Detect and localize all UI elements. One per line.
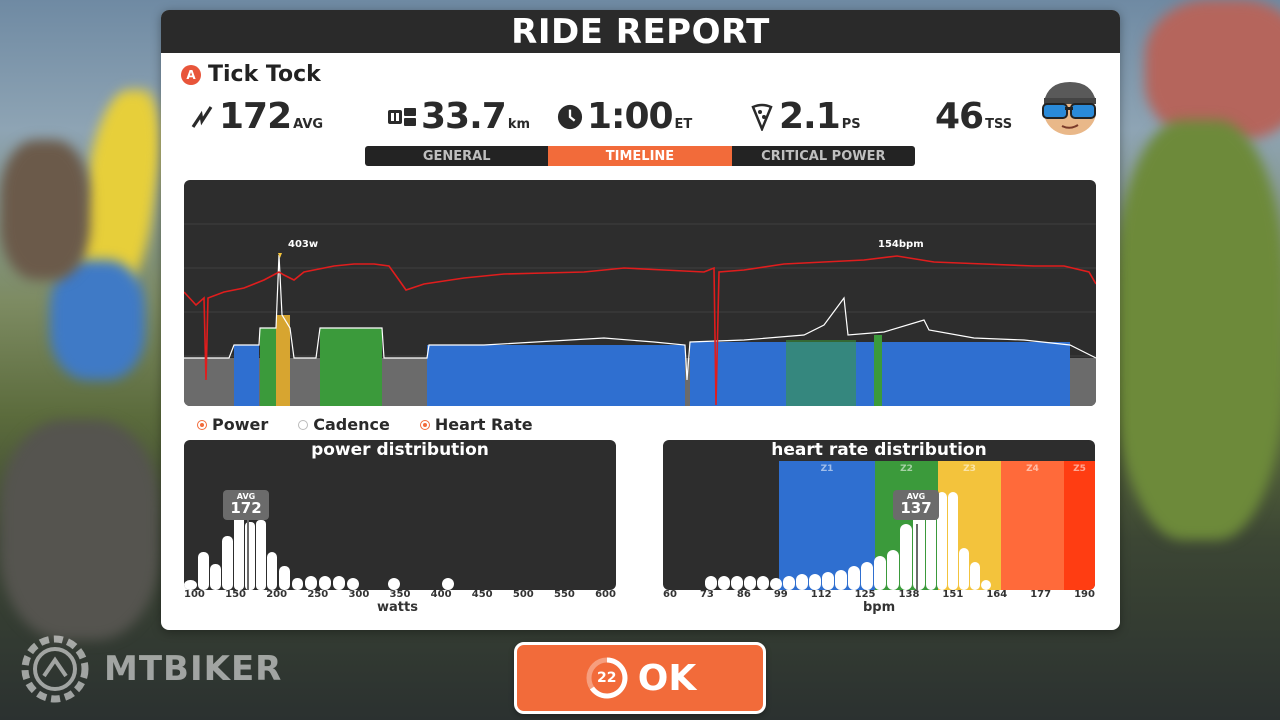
power-axis-ticks: 100 150 200 250 300 350 400 450 500 550 … — [184, 589, 616, 600]
tick: 138 — [898, 589, 920, 600]
pizza-slice-icon — [749, 102, 775, 132]
rider-avatar — [1034, 78, 1100, 136]
power-distribution-chart: power distribution — [184, 440, 616, 590]
zone-label: Z2 — [900, 464, 913, 474]
tick: 600 — [595, 589, 616, 600]
legend-cadence-label: Cadence — [313, 415, 390, 434]
odometer-icon — [387, 102, 417, 132]
power-axis-label: watts — [377, 600, 418, 615]
countdown-value: 22 — [597, 670, 617, 686]
power-distribution-title: power distribution — [311, 440, 489, 460]
timeline-chart[interactable]: 403w 154bpm — [184, 180, 1096, 406]
clock-icon — [557, 102, 583, 132]
watermark-text: MTBIKER — [104, 649, 283, 689]
report-tabs: GENERAL TIMELINE CRITICAL POWER — [365, 146, 915, 166]
stat-time-unit: ET — [674, 117, 693, 132]
tick: 250 — [307, 589, 329, 600]
tab-timeline[interactable]: TIMELINE — [548, 146, 732, 166]
tick: 300 — [348, 589, 370, 600]
hr-distribution-title: heart rate distribution — [771, 440, 987, 460]
power-avg-value: 172 — [230, 499, 262, 517]
stat-tss-value: 46 — [935, 96, 984, 137]
legend-heart-rate-label: Heart Rate — [434, 415, 533, 434]
cadence-toggle-radio[interactable] — [298, 419, 309, 430]
tick: 190 — [1074, 589, 1095, 600]
tick: 450 — [471, 589, 493, 600]
panel-title: RIDE REPORT — [161, 10, 1120, 53]
rider-info: A Tick Tock — [181, 62, 321, 87]
tab-critical-power[interactable]: CRITICAL POWER — [731, 146, 915, 166]
stat-power: 172 AVG — [189, 96, 323, 137]
stat-power-value: 172 — [219, 96, 292, 137]
stat-tss-unit: TSS — [985, 117, 1013, 132]
tick: 164 — [986, 589, 1008, 600]
power-bolt-icon — [189, 102, 215, 132]
stat-time-value: 1:00 — [587, 96, 674, 137]
stat-tss: 46 TSS — [935, 96, 1012, 137]
zone-label: Z5 — [1073, 464, 1086, 474]
tick: 112 — [810, 589, 832, 600]
tick: 73 — [699, 589, 714, 600]
tick: 100 — [184, 589, 205, 600]
zone-label: Z4 — [1026, 464, 1039, 474]
tick: 150 — [225, 589, 246, 600]
stat-time: 1:00 ET — [557, 96, 692, 137]
hr-avg-value: 137 — [900, 499, 932, 517]
background-scenery-right — [1115, 0, 1280, 720]
mtbiker-gear-logo — [21, 635, 89, 703]
hr-axis-label: bpm — [863, 600, 896, 615]
hr-distribution-chart: heart rate distribution Z1 Z2 Z3 Z4 Z5 A… — [663, 440, 1095, 590]
legend-power[interactable]: Power — [197, 415, 268, 434]
background-scenery-left — [0, 0, 170, 720]
stats-bar: 172 AVG 33.7 km 1:00 ET 2.1 PS 46 TSS — [161, 96, 1120, 140]
ok-button[interactable]: 22 OK — [514, 642, 766, 714]
zone-label: Z3 — [963, 464, 976, 474]
tick: 151 — [942, 589, 964, 600]
hr-axis-ticks: 60 73 86 99 112 125 138 151 164 177 190 — [663, 589, 1095, 600]
heart-rate-toggle-radio[interactable] — [419, 419, 430, 430]
tick: 400 — [430, 589, 452, 600]
stat-distance-unit: km — [507, 117, 531, 132]
tick: 125 — [854, 589, 876, 600]
countdown-timer-icon: 22 — [584, 655, 630, 701]
timeline-power-peak-label: 403w — [288, 239, 318, 250]
tick: 500 — [512, 589, 534, 600]
stat-pizza: 2.1 PS — [749, 96, 861, 137]
legend-heart-rate[interactable]: Heart Rate — [419, 415, 533, 434]
tick: 86 — [736, 589, 751, 600]
stat-distance-value: 33.7 — [421, 96, 507, 137]
tick: 200 — [266, 589, 288, 600]
tick: 350 — [389, 589, 411, 600]
power-avg-label: AVG — [236, 492, 256, 501]
stat-pizza-value: 2.1 — [779, 96, 841, 137]
watermark: MTBIKER — [16, 630, 282, 708]
rider-name: Tick Tock — [208, 62, 321, 87]
ride-report-panel: RIDE REPORT A Tick Tock 172 AVG 33.7 km … — [161, 10, 1120, 630]
stat-distance: 33.7 km — [387, 96, 530, 137]
hr-distribution-histogram — [705, 461, 1095, 590]
tick: 550 — [553, 589, 575, 600]
legend-power-label: Power — [212, 415, 269, 434]
tick: 99 — [773, 589, 788, 600]
tick: 177 — [1030, 589, 1052, 600]
power-distribution-histogram — [184, 502, 454, 590]
rider-category-badge: A — [181, 64, 201, 85]
stat-power-unit: AVG — [293, 117, 324, 132]
hr-zone-labels: Z1 Z2 Z3 Z4 Z5 — [779, 464, 1095, 474]
hr-avg-badge: AVG 137 — [893, 490, 939, 520]
ok-button-label: OK — [637, 657, 697, 699]
power-toggle-radio[interactable] — [197, 419, 207, 430]
tick: 60 — [663, 589, 677, 600]
timeline-legend: Power Cadence Heart Rate — [197, 415, 533, 434]
timeline-hr-peak-label: 154bpm — [878, 239, 924, 250]
zone-label: Z1 — [820, 464, 834, 474]
power-avg-badge: AVG 172 — [223, 490, 269, 520]
legend-cadence[interactable]: Cadence — [298, 415, 390, 434]
hr-avg-label: AVG — [906, 492, 926, 501]
stat-pizza-unit: PS — [841, 117, 861, 132]
tab-general[interactable]: GENERAL — [365, 146, 549, 166]
timeline-plot: 403w 154bpm — [184, 223, 1096, 406]
